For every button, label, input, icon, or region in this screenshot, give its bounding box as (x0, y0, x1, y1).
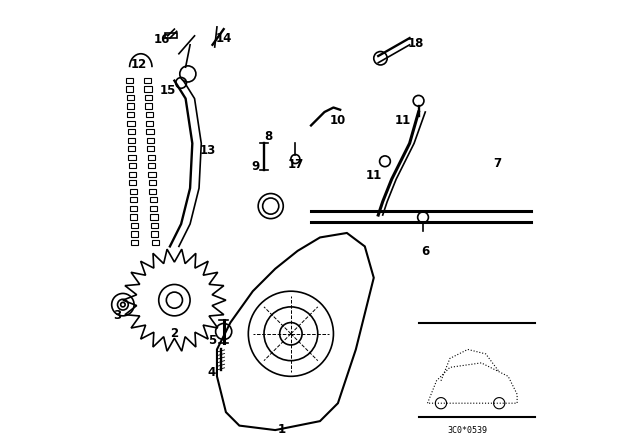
Bar (151, 231, 158, 237)
Text: 7: 7 (493, 157, 501, 170)
Text: 17: 17 (287, 158, 303, 172)
Text: 1: 1 (278, 422, 286, 436)
Bar (131, 240, 138, 245)
Text: 10: 10 (330, 114, 346, 128)
Bar (129, 189, 137, 194)
Bar (145, 95, 152, 100)
Bar (152, 240, 159, 245)
Bar (149, 189, 156, 194)
Text: 11: 11 (365, 169, 382, 182)
Text: 8: 8 (264, 130, 273, 143)
Text: 4: 4 (207, 366, 216, 379)
Bar (129, 163, 136, 168)
Text: 12: 12 (131, 58, 147, 72)
Bar (127, 112, 134, 117)
Text: 14: 14 (216, 31, 232, 45)
Bar (147, 146, 154, 151)
Text: 3: 3 (113, 309, 122, 323)
Bar (148, 172, 156, 177)
Bar (130, 197, 137, 202)
Bar (129, 155, 136, 160)
Bar (129, 180, 136, 185)
Bar (127, 95, 134, 100)
Bar (151, 223, 158, 228)
Bar (128, 138, 135, 143)
Text: 16: 16 (154, 33, 170, 46)
Bar (127, 121, 134, 126)
Text: 18: 18 (408, 37, 424, 50)
Bar (150, 197, 157, 202)
Bar (131, 214, 138, 220)
Bar (127, 129, 135, 134)
Text: 3C0*0539: 3C0*0539 (448, 426, 488, 435)
Bar (148, 163, 155, 168)
Bar (165, 33, 177, 38)
Bar (128, 146, 135, 151)
Bar (148, 155, 155, 160)
Text: 13: 13 (200, 143, 216, 157)
Bar (129, 172, 136, 177)
Bar (131, 231, 138, 237)
Bar (150, 214, 157, 220)
Bar (127, 103, 134, 109)
Bar (131, 223, 138, 228)
Text: 5: 5 (209, 334, 216, 347)
Bar (147, 138, 154, 143)
Bar (130, 206, 137, 211)
Bar (126, 86, 134, 92)
Text: 9: 9 (251, 160, 259, 173)
Bar (145, 103, 152, 109)
Bar (144, 78, 151, 83)
Bar (148, 180, 156, 185)
Bar (146, 121, 153, 126)
Bar (126, 78, 133, 83)
Text: 6: 6 (421, 245, 429, 258)
Bar (147, 129, 154, 134)
Bar (150, 206, 157, 211)
Bar (145, 86, 152, 92)
Text: 15: 15 (159, 84, 176, 97)
Text: 11: 11 (395, 114, 411, 128)
Text: 2: 2 (170, 327, 179, 340)
Bar (145, 112, 153, 117)
